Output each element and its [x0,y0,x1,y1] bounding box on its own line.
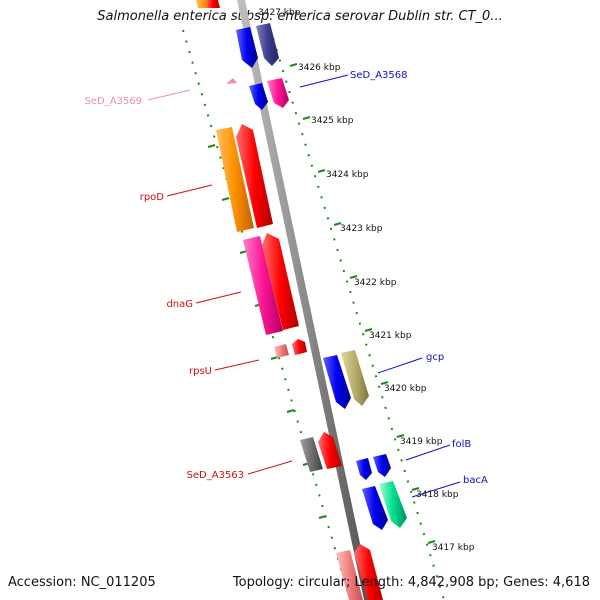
cds-gcp [341,350,369,406]
cds-dnag [243,236,283,335]
genome-summary: Topology: circular; Length: 4,842,908 bp… [232,575,590,590]
cds-sed-a3569 [226,78,237,84]
cds-rpsu [274,344,289,358]
cds-dnag-red [262,233,299,330]
label-leaders [147,74,461,498]
gene-label-dnag: dnaG [166,299,193,310]
cds-folb-blue [356,458,372,480]
scale-label: 3427 kbp [258,8,301,18]
scale-labels: 3427 kbp 3426 kbp 3425 kbp 3424 kbp 3423… [258,8,475,553]
cds-bottom-red [354,544,383,600]
gene-label-gcp: gcp [426,352,444,363]
scale-label: 3424 kbp [326,170,369,180]
cds-rpod [216,127,254,232]
scale-label: 3425 kbp [311,116,354,126]
cds-sed-a3568 [267,78,289,108]
gene-label-rpsu: rpsU [189,366,212,377]
scale-label: 3419 kbp [400,437,443,447]
cds-sed-a3563-red [318,432,342,469]
gene-label-rpod: rpoD [140,192,165,203]
cds-rpsu-red [292,339,307,355]
scale-label: 3426 kbp [298,63,341,73]
scale-label: 3421 kbp [369,331,412,341]
cds-sed-a3563 [300,437,323,472]
cds-folb [373,454,391,477]
cds-sed-a3568-blue [249,83,268,110]
cds-top-blue [236,27,258,68]
gene-labels: SeD_A3568 SeD_A3569 rpoD dnaG rpsU gcp f… [85,70,488,486]
gene-label-folb: folB [452,439,471,450]
scale-label: 3420 kbp [384,384,427,394]
genome-backbone [237,0,372,600]
forward-lane-dotted [269,27,445,600]
scale-label: 3417 kbp [432,543,475,553]
cds-gcp-blue [323,355,351,409]
accession-label: Accession: NC_011205 [8,575,156,590]
gene-label-baca: bacA [463,475,488,486]
outer-major-ticks [289,63,436,544]
cds-top-red [206,0,220,8]
map-title: Salmonella enterica subsp. enterica sero… [97,9,503,24]
scale-label: 3423 kbp [340,224,383,234]
scale-label: 3418 kbp [416,490,459,500]
scale-label: 3422 kbp [354,278,397,288]
cds-baca-blue [362,486,388,530]
cds-rpod-red [236,124,273,228]
cds-top-navy [256,23,279,66]
cds-bottom-redlight [336,550,363,600]
gene-label-sed-a3563: SeD_A3563 [187,470,245,481]
gene-label-sed-a3568: SeD_A3568 [350,70,408,81]
cds-baca [379,481,407,528]
gene-label-sed-a3569: SeD_A3569 [85,96,143,107]
